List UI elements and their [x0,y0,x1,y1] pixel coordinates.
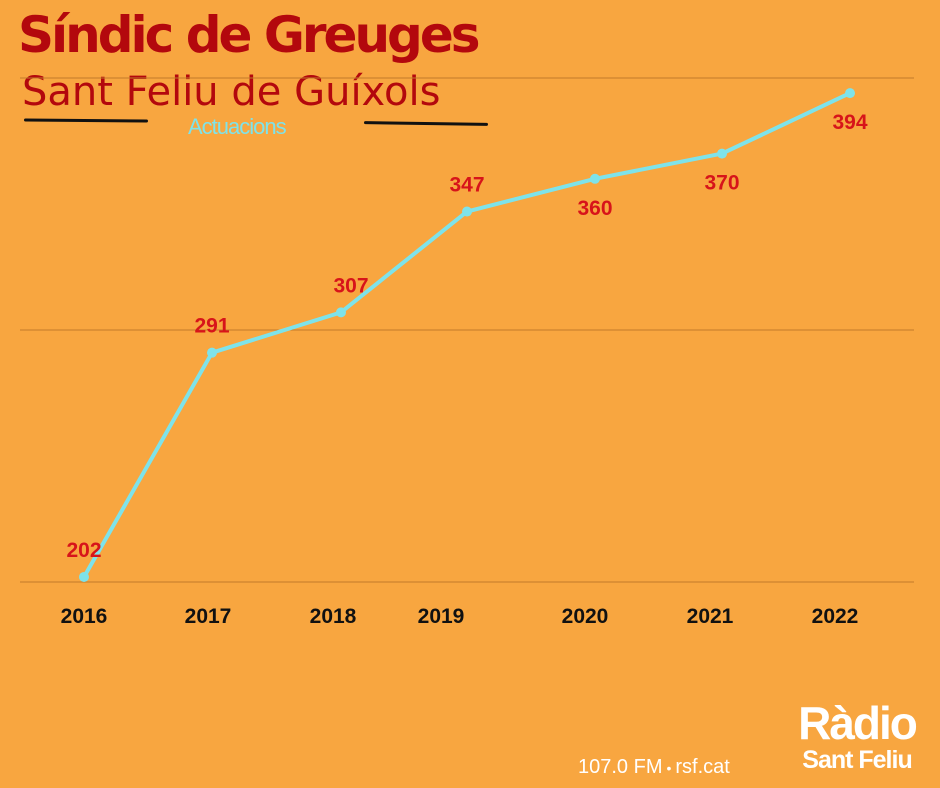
data-points [79,88,855,582]
data-label-2017: 291 [194,315,229,338]
x-tick-2019: 2019 [418,605,465,628]
logo-line-1: Ràdio [798,697,918,749]
frequency-text: 107.0 FM [578,756,663,778]
x-tick-labels: 2016 2017 2018 2019 2020 2021 2022 [61,605,859,628]
data-label-2016: 202 [66,539,101,562]
x-tick-2020: 2020 [562,605,609,628]
data-point-2020 [590,173,600,184]
data-point-2018 [336,307,346,318]
data-point-2016 [79,571,89,582]
logo-line-2: Sant Feliu [802,746,912,774]
data-label-2020: 360 [577,197,612,220]
gridlines [20,77,914,583]
x-tick-2022: 2022 [812,605,859,628]
separator-dot: • [666,759,672,776]
x-tick-2021: 2021 [687,605,734,628]
data-label-2021: 370 [704,172,739,195]
data-label-2019: 347 [449,174,484,197]
series-name-label: Actuacions [188,114,287,139]
data-point-2021 [717,148,727,159]
footer-info: 107.0 FM • rsf.cat [578,756,730,779]
data-point-2019 [462,206,472,217]
data-label-2022: 394 [832,111,867,134]
station-logo: Ràdio Sant Feliu [782,700,932,774]
data-label-2018: 307 [333,274,368,297]
x-tick-2017: 2017 [185,605,232,628]
x-tick-2016: 2016 [61,605,108,628]
data-labels: 202 291 307 347 360 370 394 [66,111,867,562]
website-link[interactable]: rsf.cat [675,756,730,778]
page-title: Síndic de Greuges [18,6,480,64]
page-subtitle: Sant Feliu de Guíxols [22,69,441,115]
data-point-2017 [207,347,217,358]
data-point-2022 [845,88,855,99]
x-tick-2018: 2018 [310,605,357,628]
